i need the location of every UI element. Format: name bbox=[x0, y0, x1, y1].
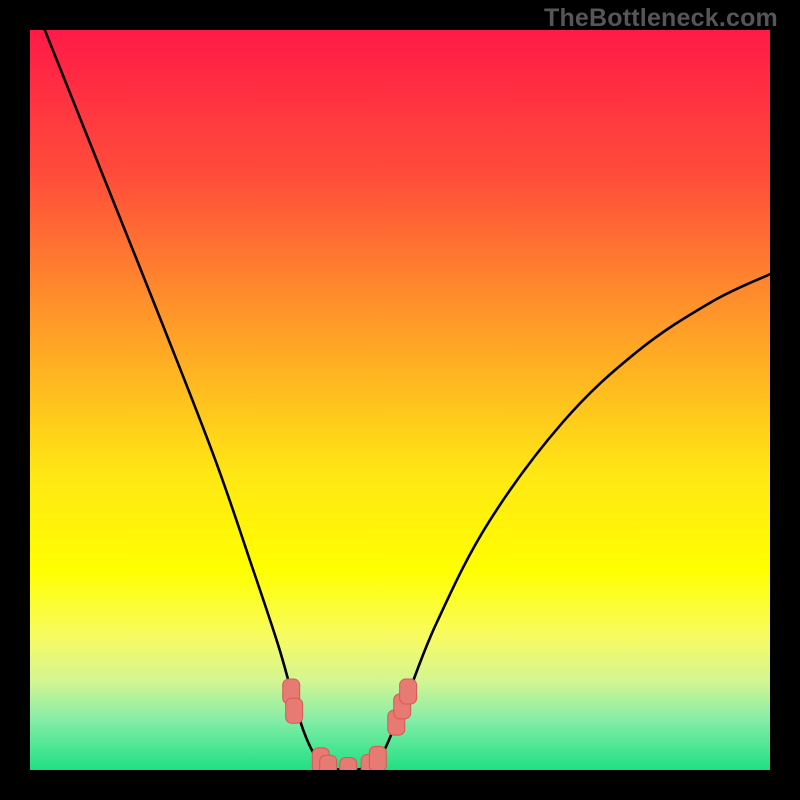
chart-svg bbox=[30, 30, 770, 770]
plot-area bbox=[30, 30, 770, 770]
marker-point bbox=[340, 758, 357, 771]
watermark: TheBottleneck.com bbox=[544, 4, 778, 33]
marker-point bbox=[286, 698, 303, 723]
marker-point bbox=[320, 755, 337, 770]
frame-bottom bbox=[0, 770, 800, 800]
marker-point bbox=[369, 746, 386, 770]
frame-left bbox=[0, 0, 30, 800]
frame-right bbox=[770, 0, 800, 800]
bottleneck-curve bbox=[45, 30, 770, 770]
marker-point bbox=[400, 679, 417, 704]
